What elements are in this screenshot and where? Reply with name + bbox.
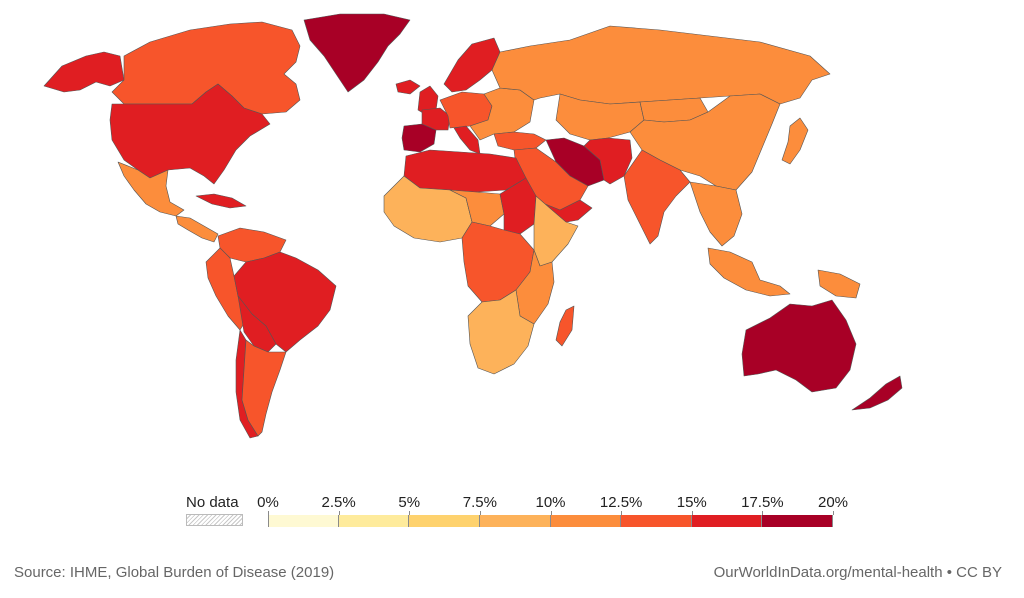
legend-bin-3 [479,515,551,527]
map-region-sahel[interactable] [449,189,505,227]
source-note: Source: IHME, Global Burden of Disease (… [14,564,335,581]
map-region-australia[interactable] [741,299,857,393]
legend-bin-4 [550,515,622,527]
map-region-greenland[interactable] [303,13,411,93]
map-region-central-america[interactable] [175,215,219,243]
map-region-horn-of-africa[interactable] [533,195,579,267]
legend-tick-mark [621,511,623,515]
map-region-alaska[interactable] [43,51,125,93]
map-region-iceland[interactable] [395,79,421,95]
legend-bin-6 [691,515,763,527]
map-region-indonesia[interactable] [707,247,791,297]
legend-tick-label: 10% [535,494,566,511]
legend-tick-mark [338,511,340,515]
legend-tick-label: 20% [817,494,849,511]
legend-bin-7 [762,515,833,527]
legend-tick-label: 0% [257,494,279,511]
legend-tick-label: 15% [676,494,707,511]
map-region-japan[interactable] [781,117,809,165]
legend-bin-0 [268,515,339,527]
legend-tick-mark [268,511,269,515]
legend-tick-mark [691,511,693,515]
legend-tick-label: 7.5% [462,494,497,511]
map-region-france[interactable] [421,107,451,131]
legend-tick-mark [479,511,481,515]
legend: No data 0% 2.5% 5% 7.5% 10% 12.5% 15% 17.5% 20% [0,488,1024,536]
legend-bin-5 [621,515,692,527]
legend-bin-1 [338,515,410,527]
map-region-madagascar[interactable] [555,305,575,347]
map-region-argentina[interactable] [241,339,287,437]
legend-tick-mark [833,511,834,515]
map-region-mexico[interactable] [117,161,185,217]
legend-tick-label: 17.5% [741,494,784,511]
map-region-new-guinea[interactable] [817,269,861,299]
world-map [43,13,903,439]
map-region-turkey[interactable] [493,131,547,151]
map-region-new-zealand[interactable] [851,375,903,411]
legend-tick-mark [409,511,411,515]
map-region-southern-africa[interactable] [467,289,535,375]
legend-tick-label: 5% [398,494,421,511]
credit-link[interactable]: OurWorldInData.org/mental-health • CC BY [713,564,1002,581]
legend-tick-label: 2.5% [321,494,356,511]
map-region-scandinavia[interactable] [443,37,501,93]
map-region-usa[interactable] [109,83,271,185]
map-region-north-africa[interactable] [403,149,527,193]
map-region-cuba[interactable] [195,193,247,209]
legend-tick-label: 12.5% [599,494,643,511]
map-region-sudan[interactable] [499,177,537,235]
no-data-label: No data [186,494,239,511]
legend-tick-mark [550,511,552,515]
legend-tick-mark [762,511,764,515]
map-region-iberia[interactable] [401,123,437,153]
map-region-russia[interactable] [491,25,831,105]
map-region-india[interactable] [623,149,691,245]
map-region-bolivia-paraguay[interactable] [237,295,277,353]
map-region-afghanistan-pakistan[interactable] [583,137,633,185]
legend-bin-2 [409,515,480,527]
map-region-southeast-asia[interactable] [689,181,743,247]
no-data-swatch [186,514,243,526]
